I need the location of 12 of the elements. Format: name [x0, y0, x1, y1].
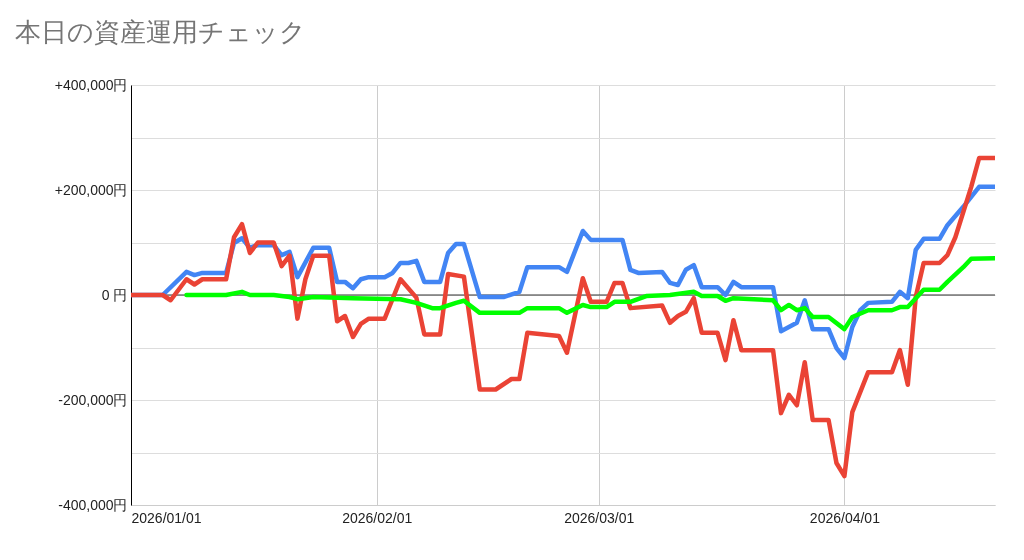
y-tick-label: -200,000円	[58, 391, 128, 408]
x-tick-label: 2026/03/01	[564, 509, 635, 526]
y-tick-label: 0 円	[101, 286, 128, 303]
line-series	[184, 256, 995, 332]
y-tick-label: +200,000円	[54, 181, 128, 198]
chart-title: 本日の資産運用チェック	[15, 17, 306, 47]
x-tick-label: 2026/01/01	[131, 509, 202, 526]
line-series	[131, 155, 995, 479]
x-tick-label: 2026/04/01	[809, 509, 881, 526]
x-tick-label: 2026/02/01	[342, 509, 413, 526]
y-tick-label: +400,000円	[54, 76, 128, 93]
y-tick-label: -400,000円	[58, 496, 128, 513]
